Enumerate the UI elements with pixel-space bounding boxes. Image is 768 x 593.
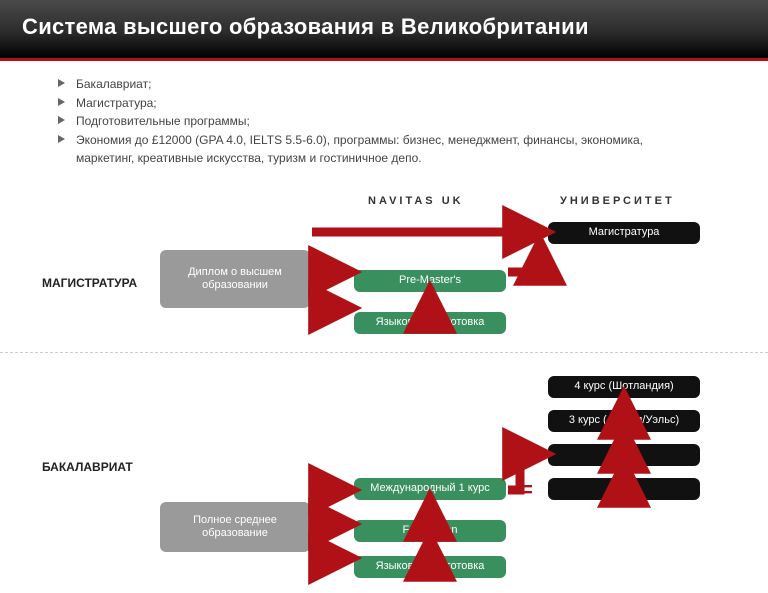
bullet-list: Бакалавриат;Магистратура;Подготовительны…: [0, 61, 768, 168]
slide-title: Система высшего образования в Великобрит…: [0, 0, 768, 61]
bullet-item: Магистратура;: [58, 94, 768, 113]
section-label-masters: МАГИСТРАТУРА: [42, 276, 137, 290]
box-premasters: Pre-Master's: [354, 270, 506, 292]
column-label-university: УНИВЕРСИТЕТ: [560, 195, 675, 207]
bullet-item: Подготовительные программы;: [58, 112, 768, 131]
box-course3: 3 курс (Англия/Уэльс): [548, 410, 700, 432]
section-divider: [0, 352, 768, 353]
bullet-item: Экономия до £12000 (GPA 4.0, IELTS 5.5-6…: [58, 131, 678, 168]
box-course4: 4 курс (Шотландия): [548, 376, 700, 398]
column-label-navitas: NAVITAS UK: [368, 195, 464, 207]
box-masters_diploma: Диплом о высшем образовании: [160, 250, 310, 308]
box-course2: 2 курс: [548, 444, 700, 466]
box-course1: 1 курс: [548, 478, 700, 500]
bullet-item: Бакалавриат;: [58, 75, 768, 94]
box-masters_lang: Языковая подготовка: [354, 312, 506, 334]
equals-icon: =: [520, 477, 533, 503]
box-bach_full_sec: Полное среднее образование: [160, 502, 310, 552]
box-foundation: Foundation: [354, 520, 506, 542]
section-label-bachelors: БАКАЛАВРИАТ: [42, 460, 133, 474]
box-intl_year1: Международный 1 курс: [354, 478, 506, 500]
box-masters_deg: Магистратура: [548, 222, 700, 244]
arrow: [508, 248, 540, 272]
box-bach_lang: Языковая подготовка: [354, 556, 506, 578]
